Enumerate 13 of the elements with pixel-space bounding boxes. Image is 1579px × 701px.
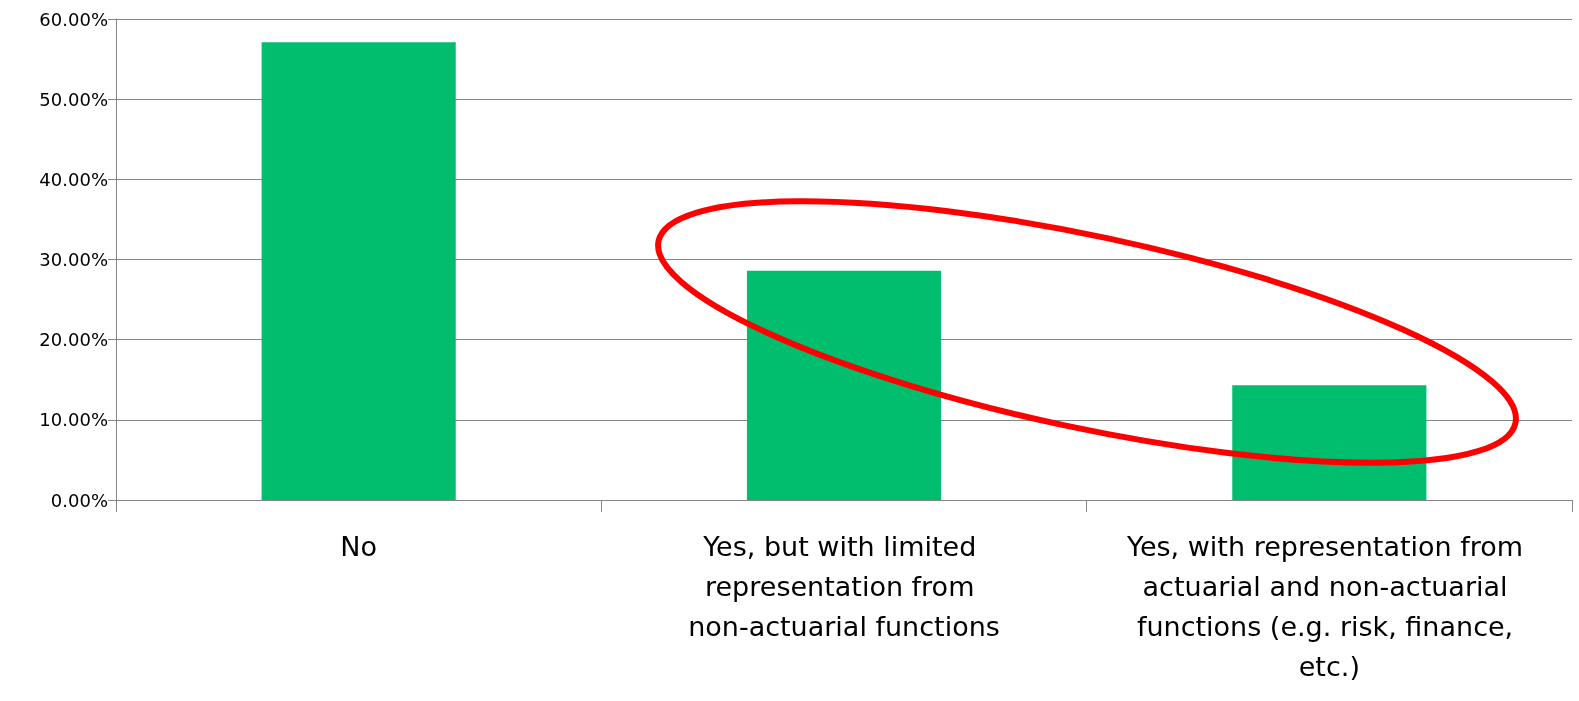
y-tick-label: 40.00% [39, 168, 108, 190]
y-tick-label: 50.00% [39, 88, 108, 110]
x-tick-label: Yes, but with limited representation from non-actuarial functions [688, 530, 1000, 642]
y-tick-label: 10.00% [39, 409, 108, 431]
y-tick-label: 30.00% [39, 249, 108, 270]
y-tick-label: 60.00% [39, 8, 108, 30]
bar [261, 42, 456, 500]
x-tick-label: No [340, 530, 378, 562]
bar [746, 270, 942, 500]
bar [1232, 385, 1427, 500]
y-tick-label: 20.00% [39, 329, 108, 351]
y-tick-label: 0.00% [50, 489, 108, 511]
x-tick-label: Yes, with representation from actuarial and non-actuarial functions (e.g. risk, finance, etc.) [1126, 530, 1532, 682]
